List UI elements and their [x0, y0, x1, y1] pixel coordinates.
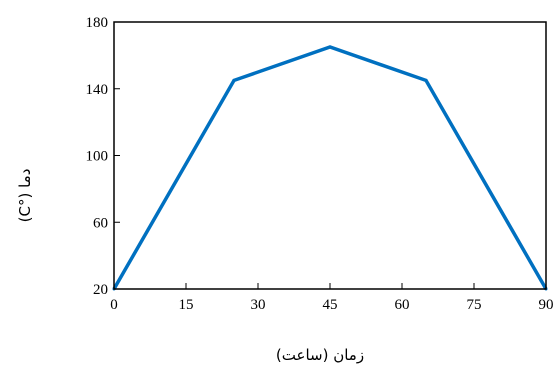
- y-tick-labels: 20 60 100 140 180: [86, 15, 109, 298]
- x-tick-label: 15: [179, 297, 194, 313]
- y-axis-title: دما (°C): [16, 169, 34, 223]
- data-point: [232, 78, 236, 82]
- x-tick-labels: 0 15 30 45 60 75 90: [110, 297, 553, 313]
- x-tick-label: 90: [539, 297, 553, 313]
- y-tick-label: 20: [93, 282, 108, 298]
- x-tick-label: 30: [251, 297, 266, 313]
- data-point: [424, 78, 428, 82]
- x-axis-ticks: [113, 283, 547, 289]
- y-tick-label: 180: [86, 15, 109, 31]
- y-tick-label: 140: [86, 82, 109, 98]
- x-tick-label: 45: [323, 297, 338, 313]
- series-layer: [112, 45, 548, 291]
- y-tick-label: 60: [93, 215, 108, 231]
- x-tick-label: 60: [395, 297, 410, 313]
- x-tick-label: 75: [467, 297, 482, 313]
- x-axis-title: زمان (ساعت): [276, 346, 364, 364]
- x-tick-label: 0: [110, 297, 118, 313]
- plot-frame: [113, 21, 547, 290]
- series-line: [112, 45, 548, 290]
- data-point: [328, 45, 332, 49]
- y-axis-ticks: [114, 21, 120, 290]
- y-tick-label: 100: [86, 149, 109, 165]
